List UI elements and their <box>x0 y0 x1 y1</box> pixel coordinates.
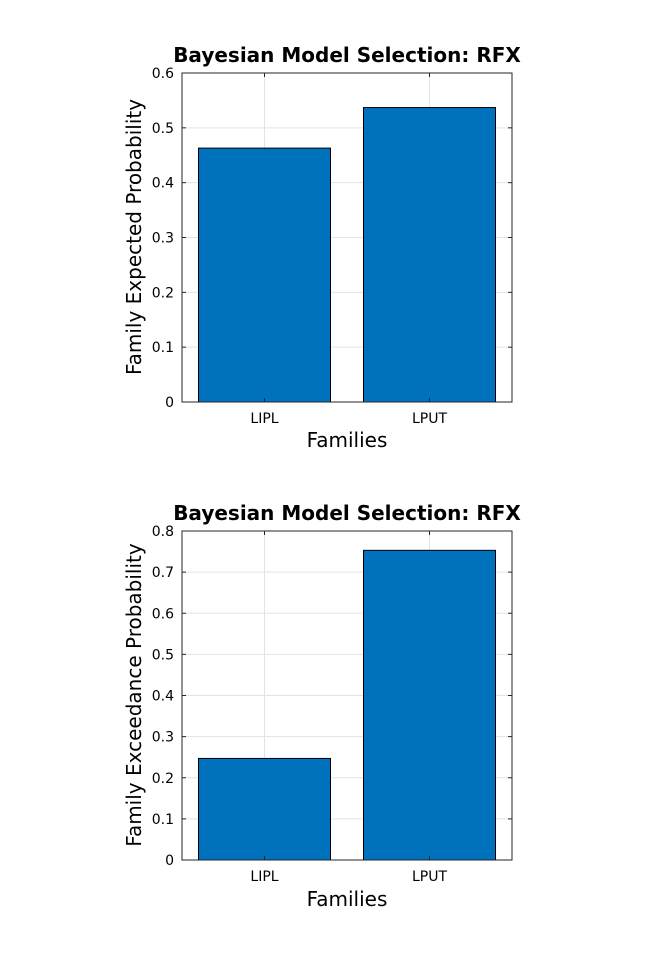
y-axis-label: Family Expected Probability <box>122 99 146 375</box>
chart-expected-probability: Bayesian Model Selection: RFX Families F… <box>122 43 521 452</box>
chart-title: Bayesian Model Selection: RFX <box>173 43 521 67</box>
y-tick-label: 0.2 <box>152 285 174 301</box>
y-tick-label: 0.5 <box>152 647 174 663</box>
plot-area: 0 0.1 0.2 0.3 0.4 0.5 0.6 LIPL LPUT <box>152 66 513 427</box>
x-tick-label: LPUT <box>412 411 447 427</box>
y-tick-label: 0.4 <box>152 176 174 192</box>
y-axis-label: Family Exceedance Probability <box>122 543 146 847</box>
y-tick-label: 0 <box>165 395 174 411</box>
y-tick-label: 0.6 <box>152 66 174 82</box>
x-axis-label: Families <box>307 428 388 452</box>
bar-lipl <box>198 147 331 403</box>
x-axis-label: Families <box>307 887 388 911</box>
chart-exceedance-probability: Bayesian Model Selection: RFX Families F… <box>122 501 521 911</box>
y-tick-label: 0.3 <box>152 730 174 746</box>
y-tick-label: 0.1 <box>152 812 174 828</box>
plot-area: 0 0.1 0.2 0.3 0.4 0.5 0.6 0.7 0.8 LIPL LPUT <box>152 524 513 885</box>
y-tick-label: 0.5 <box>152 121 174 137</box>
bar-lput <box>363 549 496 861</box>
y-tick-label: 0.2 <box>152 771 174 787</box>
x-tick-label: LPUT <box>412 869 447 885</box>
y-tick-label: 0.6 <box>152 606 174 622</box>
bar-lput <box>363 107 496 403</box>
y-tick-label: 0 <box>165 853 174 869</box>
y-tick-label: 0.4 <box>152 689 174 705</box>
x-tick-label: LIPL <box>250 411 278 427</box>
x-tick-label: LIPL <box>250 869 278 885</box>
bar-lipl <box>198 757 331 861</box>
y-tick-label: 0.7 <box>152 565 174 581</box>
y-tick-label: 0.1 <box>152 340 174 356</box>
chart-title: Bayesian Model Selection: RFX <box>173 501 521 525</box>
y-tick-label: 0.3 <box>152 231 174 247</box>
y-tick-label: 0.8 <box>152 524 174 540</box>
